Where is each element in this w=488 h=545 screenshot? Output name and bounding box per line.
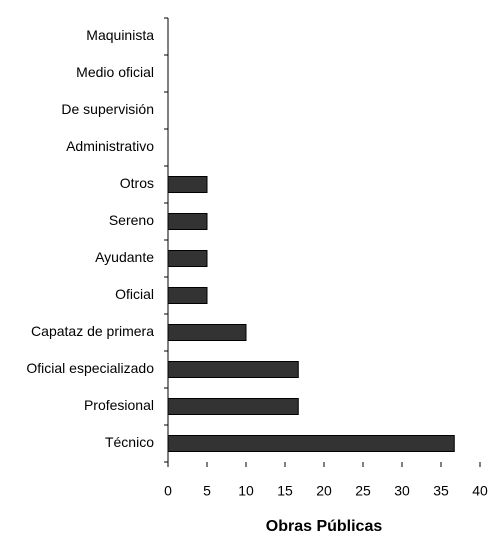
- bar: [167, 324, 247, 341]
- y-tick-label: Medio oficial: [76, 64, 154, 80]
- y-tick-label: Técnico: [105, 434, 154, 450]
- x-tick-label: 10: [238, 483, 254, 499]
- bar: [167, 435, 455, 452]
- bar: [167, 213, 208, 230]
- x-tick-label: 25: [355, 483, 371, 499]
- x-tick-label: 5: [203, 483, 211, 499]
- y-tick-label: De supervisión: [61, 101, 154, 117]
- y-tick-label: Oficial: [115, 286, 154, 302]
- x-tick-label: 20: [316, 483, 332, 499]
- x-tick-label: 40: [472, 483, 488, 499]
- x-tick-label: 30: [394, 483, 410, 499]
- y-tick-label: Administrativo: [66, 138, 154, 154]
- x-axis-title: Obras Públicas: [266, 518, 383, 535]
- y-tick-label: Sereno: [109, 212, 154, 228]
- bar: [167, 176, 208, 193]
- bar: [167, 398, 299, 415]
- bar: [167, 287, 208, 304]
- y-tick-label: Capataz de primera: [31, 323, 154, 339]
- x-tick-label: 35: [433, 483, 449, 499]
- y-tick-label: Maquinista: [86, 27, 154, 43]
- bar: [167, 361, 299, 378]
- y-tick-label: Ayudante: [95, 249, 154, 265]
- bar: [167, 250, 208, 267]
- x-tick-label: 0: [164, 483, 172, 499]
- y-tick-label: Oficial especializado: [26, 360, 154, 376]
- x-tick-label: 15: [277, 483, 293, 499]
- y-tick-label: Profesional: [84, 397, 154, 413]
- y-tick-label: Otros: [120, 175, 154, 191]
